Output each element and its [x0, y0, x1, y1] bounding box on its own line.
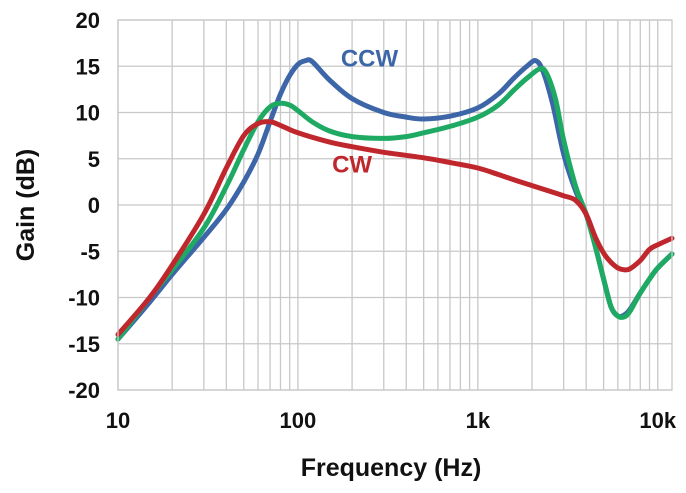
y-tick-label: 10: [76, 101, 100, 126]
x-tick-label: 10k: [639, 408, 676, 433]
x-tick-label: 1k: [466, 408, 491, 433]
series-label-cw: CW: [332, 152, 372, 179]
plot-border: [117, 19, 673, 391]
grid: [117, 19, 672, 391]
series-line-2: [115, 119, 675, 337]
series-line-1: [115, 66, 675, 342]
y-tick-label: -5: [80, 239, 100, 264]
y-tick-label: 0: [88, 193, 100, 218]
y-tick-label: 20: [76, 8, 100, 33]
series-label-ccw: CCW: [341, 45, 399, 72]
y-tick-label: -15: [68, 332, 100, 357]
y-tick-label: 15: [76, 54, 100, 79]
y-axis-title: Gain (dB): [12, 149, 40, 262]
y-tick-label: -10: [68, 286, 100, 311]
y-tick-label: -20: [68, 378, 100, 403]
x-tick-label: 100: [280, 408, 317, 433]
series-lines: [115, 57, 675, 342]
y-tick-label: 5: [88, 147, 100, 172]
x-tick-label: 10: [106, 408, 130, 433]
labels: CCW CW: [332, 45, 398, 178]
x-axis-title: Frequency (Hz): [301, 454, 482, 482]
